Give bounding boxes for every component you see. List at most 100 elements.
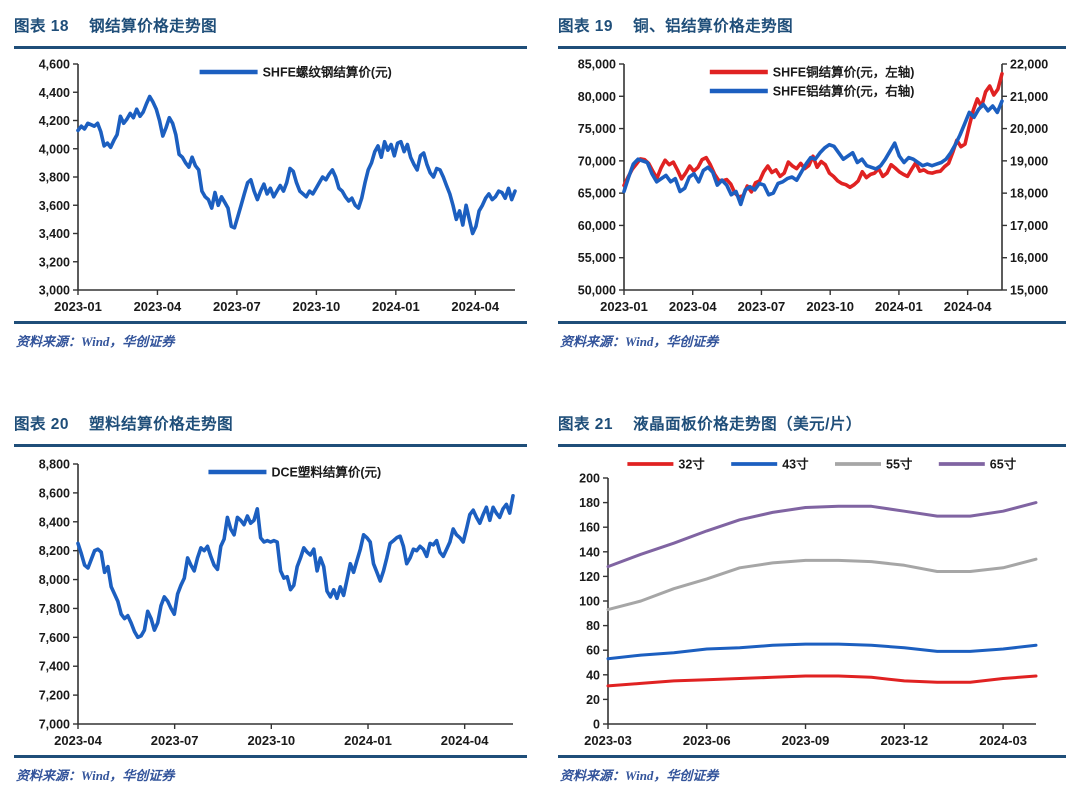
svg-text:40: 40 — [586, 668, 600, 682]
svg-text:200: 200 — [579, 472, 600, 486]
svg-text:2023-04: 2023-04 — [54, 733, 102, 748]
lcd-panel-price-line-chart: 0 20 40 60 80 100 120 140 160 180 200 2023-03 2023-0… — [579, 457, 1038, 748]
svg-text:2024-01: 2024-01 — [372, 299, 420, 314]
svg-text:22,000: 22,000 — [1010, 58, 1048, 72]
svg-text:60,000: 60,000 — [578, 219, 616, 233]
footer-rule — [14, 321, 527, 324]
figure-label: 图表 18 — [14, 18, 70, 35]
svg-text:7,200: 7,200 — [39, 689, 70, 703]
figure-18-chart: 3,000 3,200 3,400 3,600 3,800 4,000 4,200 4,400… — [14, 54, 527, 318]
svg-text:80,000: 80,000 — [578, 90, 616, 104]
figure-21-chart: 0 20 40 60 80 100 120 140 160 180 200 2023-03 2023-0… — [558, 452, 1066, 752]
figure-20: 图表 20 塑料结算价格走势图 7,000 7,200 7,400 7,600 7,800… — [14, 404, 527, 784]
svg-text:75,000: 75,000 — [578, 122, 616, 136]
svg-text:4,600: 4,600 — [39, 58, 70, 72]
svg-text:50,000: 50,000 — [578, 284, 616, 298]
figure-title-text: 塑料结算价格走势图 — [89, 416, 234, 433]
svg-text:55寸: 55寸 — [886, 457, 913, 472]
svg-text:2023-03: 2023-03 — [584, 733, 632, 748]
svg-text:7,000: 7,000 — [39, 718, 70, 732]
svg-text:32寸: 32寸 — [678, 457, 705, 472]
svg-text:2023-07: 2023-07 — [738, 299, 786, 314]
svg-text:140: 140 — [579, 545, 600, 559]
svg-text:80: 80 — [586, 619, 600, 633]
figure-title-text: 铜、铝结算价格走势图 — [633, 18, 794, 35]
report-page: 图表 18 钢结算价格走势图 3,000 3,200 3,400 3,600 3,800 4… — [14, 6, 1066, 784]
svg-text:2023-12: 2023-12 — [880, 733, 928, 748]
svg-text:85,000: 85,000 — [578, 58, 616, 72]
svg-text:17,000: 17,000 — [1010, 219, 1048, 233]
figure-20-title: 图表 20 塑料结算价格走势图 — [14, 412, 527, 434]
footer-rule — [558, 755, 1066, 758]
figure-20-chart: 7,000 7,200 7,400 7,600 7,800 8,000 8,200 8,400… — [14, 452, 527, 752]
svg-text:65,000: 65,000 — [578, 187, 616, 201]
figure-18-source: 资料来源：Wind，华创证券 — [16, 334, 175, 349]
title-rule — [558, 444, 1066, 447]
svg-text:8,600: 8,600 — [39, 486, 70, 500]
svg-text:2023-09: 2023-09 — [782, 733, 830, 748]
svg-text:0: 0 — [593, 718, 600, 732]
svg-text:2023-07: 2023-07 — [151, 733, 199, 748]
figure-title-text: 钢结算价格走势图 — [89, 18, 218, 35]
svg-text:180: 180 — [579, 496, 600, 510]
figure-21-title: 图表 21 液晶面板价格走势图（美元/片） — [558, 412, 1066, 434]
svg-text:2024-03: 2024-03 — [979, 733, 1027, 748]
svg-text:65寸: 65寸 — [990, 457, 1017, 472]
svg-text:20: 20 — [586, 693, 600, 707]
figure-19-title: 图表 19 铜、铝结算价格走势图 — [558, 14, 1066, 36]
footer-rule — [558, 321, 1066, 324]
steel-price-line-chart: 3,000 3,200 3,400 3,600 3,800 4,000 4,200 4,400… — [39, 58, 517, 314]
svg-text:4,000: 4,000 — [39, 142, 70, 156]
svg-text:SHFE螺纹钢结算价(元): SHFE螺纹钢结算价(元) — [263, 65, 392, 80]
svg-text:120: 120 — [579, 570, 600, 584]
figure-label: 图表 20 — [14, 416, 70, 433]
svg-text:70,000: 70,000 — [578, 154, 616, 168]
svg-text:160: 160 — [579, 521, 600, 535]
figure-label: 图表 19 — [558, 18, 614, 35]
svg-text:2024-01: 2024-01 — [875, 299, 923, 314]
svg-text:2024-01: 2024-01 — [344, 733, 392, 748]
figure-21: 图表 21 液晶面板价格走势图（美元/片） 0 20 40 60 80 100 120 140 1… — [558, 404, 1066, 784]
title-rule — [14, 444, 527, 447]
svg-text:3,600: 3,600 — [39, 199, 70, 213]
figure-20-source: 资料来源：Wind，华创证券 — [16, 768, 175, 783]
figure-21-source: 资料来源：Wind，华创证券 — [560, 768, 719, 783]
svg-text:8,800: 8,800 — [39, 458, 70, 472]
svg-text:20,000: 20,000 — [1010, 122, 1048, 136]
svg-text:2023-04: 2023-04 — [669, 299, 717, 314]
title-rule — [558, 46, 1066, 49]
figure-19-source: 资料来源：Wind，华创证券 — [560, 334, 719, 349]
svg-text:16,000: 16,000 — [1010, 251, 1048, 265]
svg-text:60: 60 — [586, 644, 600, 658]
svg-text:3,000: 3,000 — [39, 284, 70, 298]
svg-text:SHFE铜结算价(元，左轴): SHFE铜结算价(元，左轴) — [773, 65, 915, 80]
svg-text:4,400: 4,400 — [39, 86, 70, 100]
figure-title-text: 液晶面板价格走势图（美元/片） — [633, 416, 862, 433]
svg-text:2023-06: 2023-06 — [683, 733, 731, 748]
figure-row-top: 图表 18 钢结算价格走势图 3,000 3,200 3,400 3,600 3,800 4… — [14, 6, 1066, 350]
svg-text:2024-04: 2024-04 — [441, 733, 489, 748]
svg-text:18,000: 18,000 — [1010, 187, 1048, 201]
svg-text:8,000: 8,000 — [39, 573, 70, 587]
svg-text:43寸: 43寸 — [782, 457, 809, 472]
copper-aluminum-price-line-chart: 50,000 55,000 60,000 65,000 70,000 75,000 80,0… — [578, 58, 1049, 315]
svg-text:21,000: 21,000 — [1010, 90, 1048, 104]
svg-text:7,800: 7,800 — [39, 602, 70, 616]
svg-text:2023-10: 2023-10 — [293, 299, 341, 314]
svg-text:100: 100 — [579, 595, 600, 609]
svg-text:7,400: 7,400 — [39, 660, 70, 674]
svg-text:19,000: 19,000 — [1010, 154, 1048, 168]
svg-text:DCE塑料结算价(元): DCE塑料结算价(元) — [271, 465, 381, 480]
svg-text:3,400: 3,400 — [39, 227, 70, 241]
figure-19-chart: 50,000 55,000 60,000 65,000 70,000 75,000 80,0… — [558, 54, 1066, 318]
svg-text:3,800: 3,800 — [39, 171, 70, 185]
svg-text:8,200: 8,200 — [39, 544, 70, 558]
svg-text:2023-10: 2023-10 — [247, 733, 295, 748]
svg-text:2023-10: 2023-10 — [806, 299, 854, 314]
figure-19: 图表 19 铜、铝结算价格走势图 50,000 55,000 60,000 65,000… — [558, 6, 1066, 350]
svg-text:SHFE铝结算价(元，右轴): SHFE铝结算价(元，右轴) — [773, 84, 915, 99]
figure-label: 图表 21 — [558, 416, 614, 433]
svg-text:8,400: 8,400 — [39, 515, 70, 529]
svg-text:55,000: 55,000 — [578, 251, 616, 265]
figure-18-title: 图表 18 钢结算价格走势图 — [14, 14, 527, 36]
